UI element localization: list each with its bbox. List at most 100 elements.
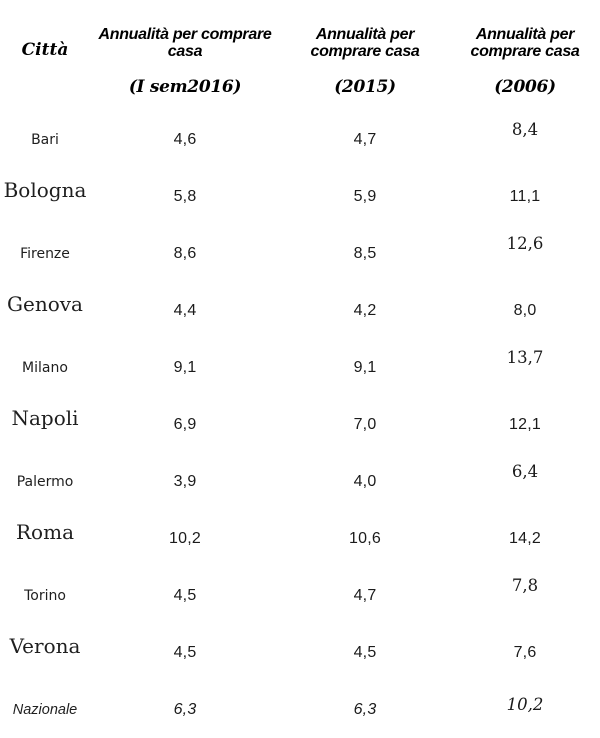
value-2015: 8,5 [353,244,377,262]
column-header-2006: Annualità per comprare casa (2006) [463,15,588,97]
table-row: Milano 9,1 9,1 13,7 [0,339,600,396]
column-period: (2015) [334,76,396,97]
value-cell-2006: 6,4 [450,453,600,510]
column-period: (I sem2016) [128,76,242,97]
value-sem2016: 9,1 [173,358,197,376]
header-cell-2015: Annualità per comprare casa (2015) [280,0,450,111]
value-sem2016: 8,6 [173,244,197,262]
city-cell: Napoli [0,396,90,453]
value-cell-2015: 4,5 [280,624,450,681]
value-cell-sem2016: 8,6 [90,225,280,282]
city-label: Genova [7,291,83,316]
table-row: Napoli 6,9 7,0 12,1 [0,396,600,453]
value-cell-2006: 7,6 [450,624,600,681]
value-cell-2015: 8,5 [280,225,450,282]
value-2015: 4,0 [353,472,377,490]
table-row: Torino 4,5 4,7 7,8 [0,567,600,624]
table-row: Palermo 3,9 4,0 6,4 [0,453,600,510]
city-label: Bari [31,131,59,148]
value-sem2016: 6,9 [173,415,197,433]
value-cell-2006: 12,1 [450,396,600,453]
column-period: (2006) [494,76,556,97]
value-sem2016: 4,5 [173,586,197,604]
value-cell-sem2016: 3,9 [90,453,280,510]
header-cell-sem2016: Annualità per comprare casa (I sem2016) [90,0,280,111]
city-cell: Genova [0,282,90,339]
value-cell-sem2016: 6,3 [90,681,280,738]
value-cell-2015: 4,0 [280,453,450,510]
value-2006: 8,0 [513,301,537,319]
header-cell-2006: Annualità per comprare casa (2006) [450,0,600,111]
value-2006: 13,7 [506,348,544,367]
city-cell: Bologna [0,168,90,225]
value-cell-sem2016: 5,8 [90,168,280,225]
value-sem2016: 3,9 [173,472,197,490]
value-cell-2006: 12,6 [450,225,600,282]
table-row: Bari 4,6 4,7 8,4 [0,111,600,168]
city-label: Torino [24,587,66,604]
city-label: Bologna [3,177,87,202]
value-cell-sem2016: 4,5 [90,624,280,681]
value-cell-sem2016: 4,5 [90,567,280,624]
column-header-citta: Città [21,39,69,60]
value-2006: 8,4 [511,120,539,139]
value-cell-2006: 10,2 [450,681,600,738]
value-2006: 7,6 [513,643,537,661]
value-cell-2006: 8,0 [450,282,600,339]
city-cell: Milano [0,339,90,396]
column-title: Annualità per comprare casa [98,25,272,60]
table-row: Nazionale 6,3 6,3 10,2 [0,681,600,738]
value-cell-2006: 14,2 [450,510,600,567]
value-sem2016: 6,3 [173,700,197,718]
value-cell-sem2016: 4,6 [90,111,280,168]
value-2015: 9,1 [353,358,377,376]
value-cell-2006: 11,1 [450,168,600,225]
value-cell-2015: 5,9 [280,168,450,225]
city-cell: Torino [0,567,90,624]
value-2015: 5,9 [353,187,377,205]
value-cell-2006: 8,4 [450,111,600,168]
value-sem2016: 4,6 [173,130,197,148]
value-sem2016: 4,5 [173,643,197,661]
column-title: Annualità per comprare casa [310,25,420,60]
city-label: Roma [16,519,74,544]
value-2006: 12,6 [506,234,544,253]
value-cell-sem2016: 4,4 [90,282,280,339]
value-2015: 4,7 [353,130,377,148]
column-header-sem2016: Annualità per comprare casa (I sem2016) [93,15,278,97]
column-title: Annualità per comprare casa [470,25,580,60]
value-cell-2015: 10,6 [280,510,450,567]
city-label: Milano [22,359,68,376]
table-row: Firenze 8,6 8,5 12,6 [0,225,600,282]
city-cell: Verona [0,624,90,681]
value-2006: 14,2 [509,529,541,547]
table-row: Genova 4,4 4,2 8,0 [0,282,600,339]
value-cell-2015: 9,1 [280,339,450,396]
header-cell-citta: Città [0,0,90,111]
value-cell-sem2016: 6,9 [90,396,280,453]
value-cell-2006: 7,8 [450,567,600,624]
value-2006: 7,8 [511,576,539,595]
value-cell-sem2016: 10,2 [90,510,280,567]
table-header: Città Annualità per comprare casa (I sem… [0,0,600,111]
city-label: Napoli [11,405,79,430]
value-2015: 6,3 [353,700,377,718]
value-cell-2015: 6,3 [280,681,450,738]
value-2006: 12,1 [509,415,541,433]
value-2015: 4,7 [353,586,377,604]
table-row: Verona 4,5 4,5 7,6 [0,624,600,681]
column-header-2015: Annualità per comprare casa (2015) [303,15,428,97]
city-cell: Palermo [0,453,90,510]
city-cell: Nazionale [0,681,90,738]
table-row: Roma 10,2 10,6 14,2 [0,510,600,567]
value-2015: 4,2 [353,301,377,319]
value-2015: 10,6 [349,529,381,547]
city-label: Palermo [16,473,74,490]
city-cell: Roma [0,510,90,567]
value-2006: 10,2 [506,695,544,714]
city-label: Verona [9,633,81,658]
value-cell-2015: 4,7 [280,111,450,168]
value-2015: 7,0 [353,415,377,433]
value-sem2016: 10,2 [169,529,201,547]
